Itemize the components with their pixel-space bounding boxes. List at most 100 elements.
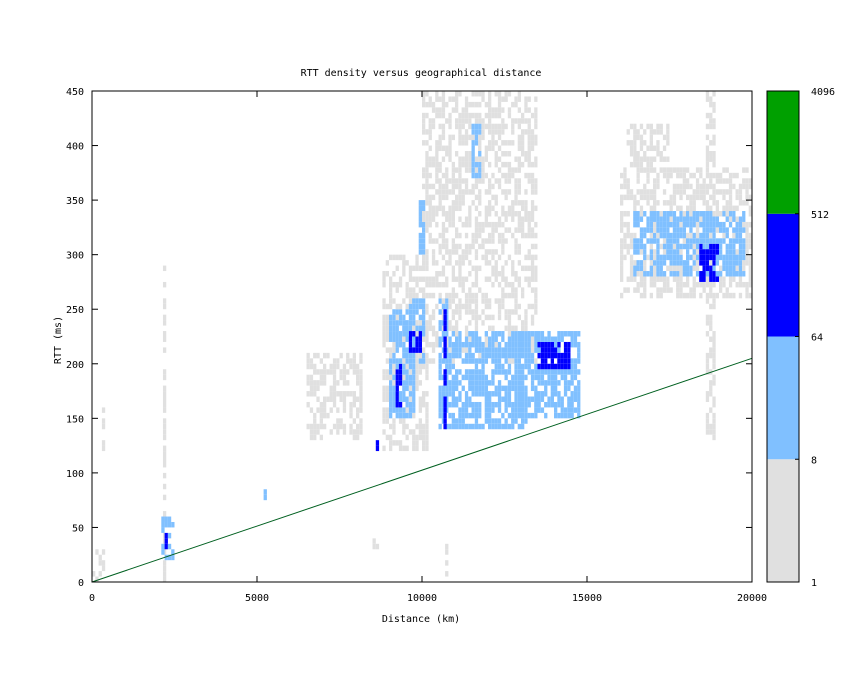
- density-cell: [686, 183, 690, 190]
- density-cell: [497, 91, 502, 97]
- density-cell: [676, 238, 680, 244]
- density-cell: [471, 407, 475, 413]
- density-cell: [629, 161, 634, 168]
- density-cell: [738, 183, 743, 190]
- density-cell: [323, 374, 327, 381]
- density-cell: [488, 96, 492, 102]
- density-cell: [507, 423, 512, 430]
- density-cell: [458, 298, 462, 304]
- density-cell: [521, 134, 525, 141]
- density-cell: [162, 396, 167, 402]
- density-cell: [162, 347, 167, 353]
- density-cell: [319, 401, 323, 408]
- density-cell: [435, 189, 439, 195]
- density-cell: [435, 205, 439, 212]
- density-cell: [567, 347, 571, 353]
- density-cell: [451, 271, 455, 277]
- density-cell: [534, 178, 538, 184]
- density-cell: [336, 429, 340, 435]
- density-cells: [92, 91, 752, 582]
- density-cell: [497, 341, 502, 348]
- density-cell: [162, 369, 167, 375]
- density-cell: [352, 418, 356, 424]
- density-cell: [554, 336, 558, 342]
- density-cell: [666, 287, 670, 293]
- density-cell: [392, 254, 396, 261]
- density-cell: [471, 129, 475, 135]
- density-cell: [682, 167, 686, 173]
- density-cell: [672, 232, 677, 239]
- density-cell: [389, 374, 393, 381]
- density-cell: [530, 216, 535, 222]
- density-cell: [455, 396, 459, 402]
- density-cell: [712, 396, 716, 402]
- density-cell: [484, 412, 488, 419]
- density-cell: [171, 521, 175, 528]
- density-cell: [728, 249, 733, 255]
- density-cell: [629, 151, 634, 157]
- density-cell: [530, 134, 535, 141]
- density-cell: [537, 347, 541, 353]
- density-cell: [445, 167, 449, 173]
- density-cell: [458, 112, 462, 119]
- density-cell: [507, 205, 512, 212]
- density-cell: [679, 260, 683, 266]
- density-cell: [715, 200, 719, 206]
- density-cell: [705, 265, 710, 272]
- density-cell: [679, 205, 683, 212]
- density-cell: [425, 276, 429, 282]
- density-cell: [497, 167, 502, 173]
- density-cell: [653, 156, 657, 162]
- density-cell: [699, 216, 703, 222]
- density-cell: [161, 521, 165, 528]
- density-cell: [408, 265, 413, 272]
- density-cell: [464, 309, 469, 315]
- density-cell: [745, 292, 749, 299]
- density-cell: [309, 423, 314, 430]
- density-cell: [474, 369, 479, 375]
- density-cell: [633, 232, 637, 239]
- density-cell: [425, 183, 429, 190]
- density-cell: [504, 96, 508, 102]
- density-cell: [722, 265, 726, 272]
- density-cell: [382, 412, 386, 419]
- density-cell: [481, 363, 485, 370]
- density-cell: [468, 303, 472, 310]
- density-cell: [738, 292, 743, 299]
- density-cell: [448, 412, 452, 419]
- density-cell: [319, 358, 323, 364]
- density-cell: [521, 341, 525, 348]
- density-cell: [455, 320, 459, 326]
- density-cell: [438, 396, 442, 402]
- density-cell: [705, 276, 710, 282]
- density-cell: [478, 287, 482, 293]
- density-cell: [517, 391, 521, 397]
- density-cell: [471, 265, 475, 272]
- density-cell: [514, 358, 518, 364]
- density-cell: [491, 112, 495, 119]
- density-cell: [682, 232, 686, 239]
- density-cell: [656, 178, 660, 184]
- density-cell: [666, 227, 670, 233]
- density-cell: [428, 172, 432, 179]
- density-cell: [418, 369, 422, 375]
- density-cell: [389, 440, 393, 446]
- density-cell: [725, 265, 729, 272]
- density-cell: [702, 194, 706, 201]
- density-cell: [478, 101, 482, 108]
- density-cell: [395, 254, 399, 261]
- density-cell: [626, 178, 630, 184]
- density-cell: [488, 232, 492, 239]
- density-cell: [494, 200, 498, 206]
- density-cell: [438, 298, 442, 304]
- density-cell: [527, 303, 531, 310]
- density-cell: [428, 101, 432, 108]
- density-cell: [557, 358, 561, 364]
- density-cell: [422, 391, 426, 397]
- density-cell: [567, 341, 571, 348]
- density-cell: [415, 445, 419, 452]
- density-cell: [524, 385, 528, 392]
- density-cell: [719, 189, 723, 195]
- density-cell: [530, 396, 535, 402]
- density-cell: [392, 320, 396, 326]
